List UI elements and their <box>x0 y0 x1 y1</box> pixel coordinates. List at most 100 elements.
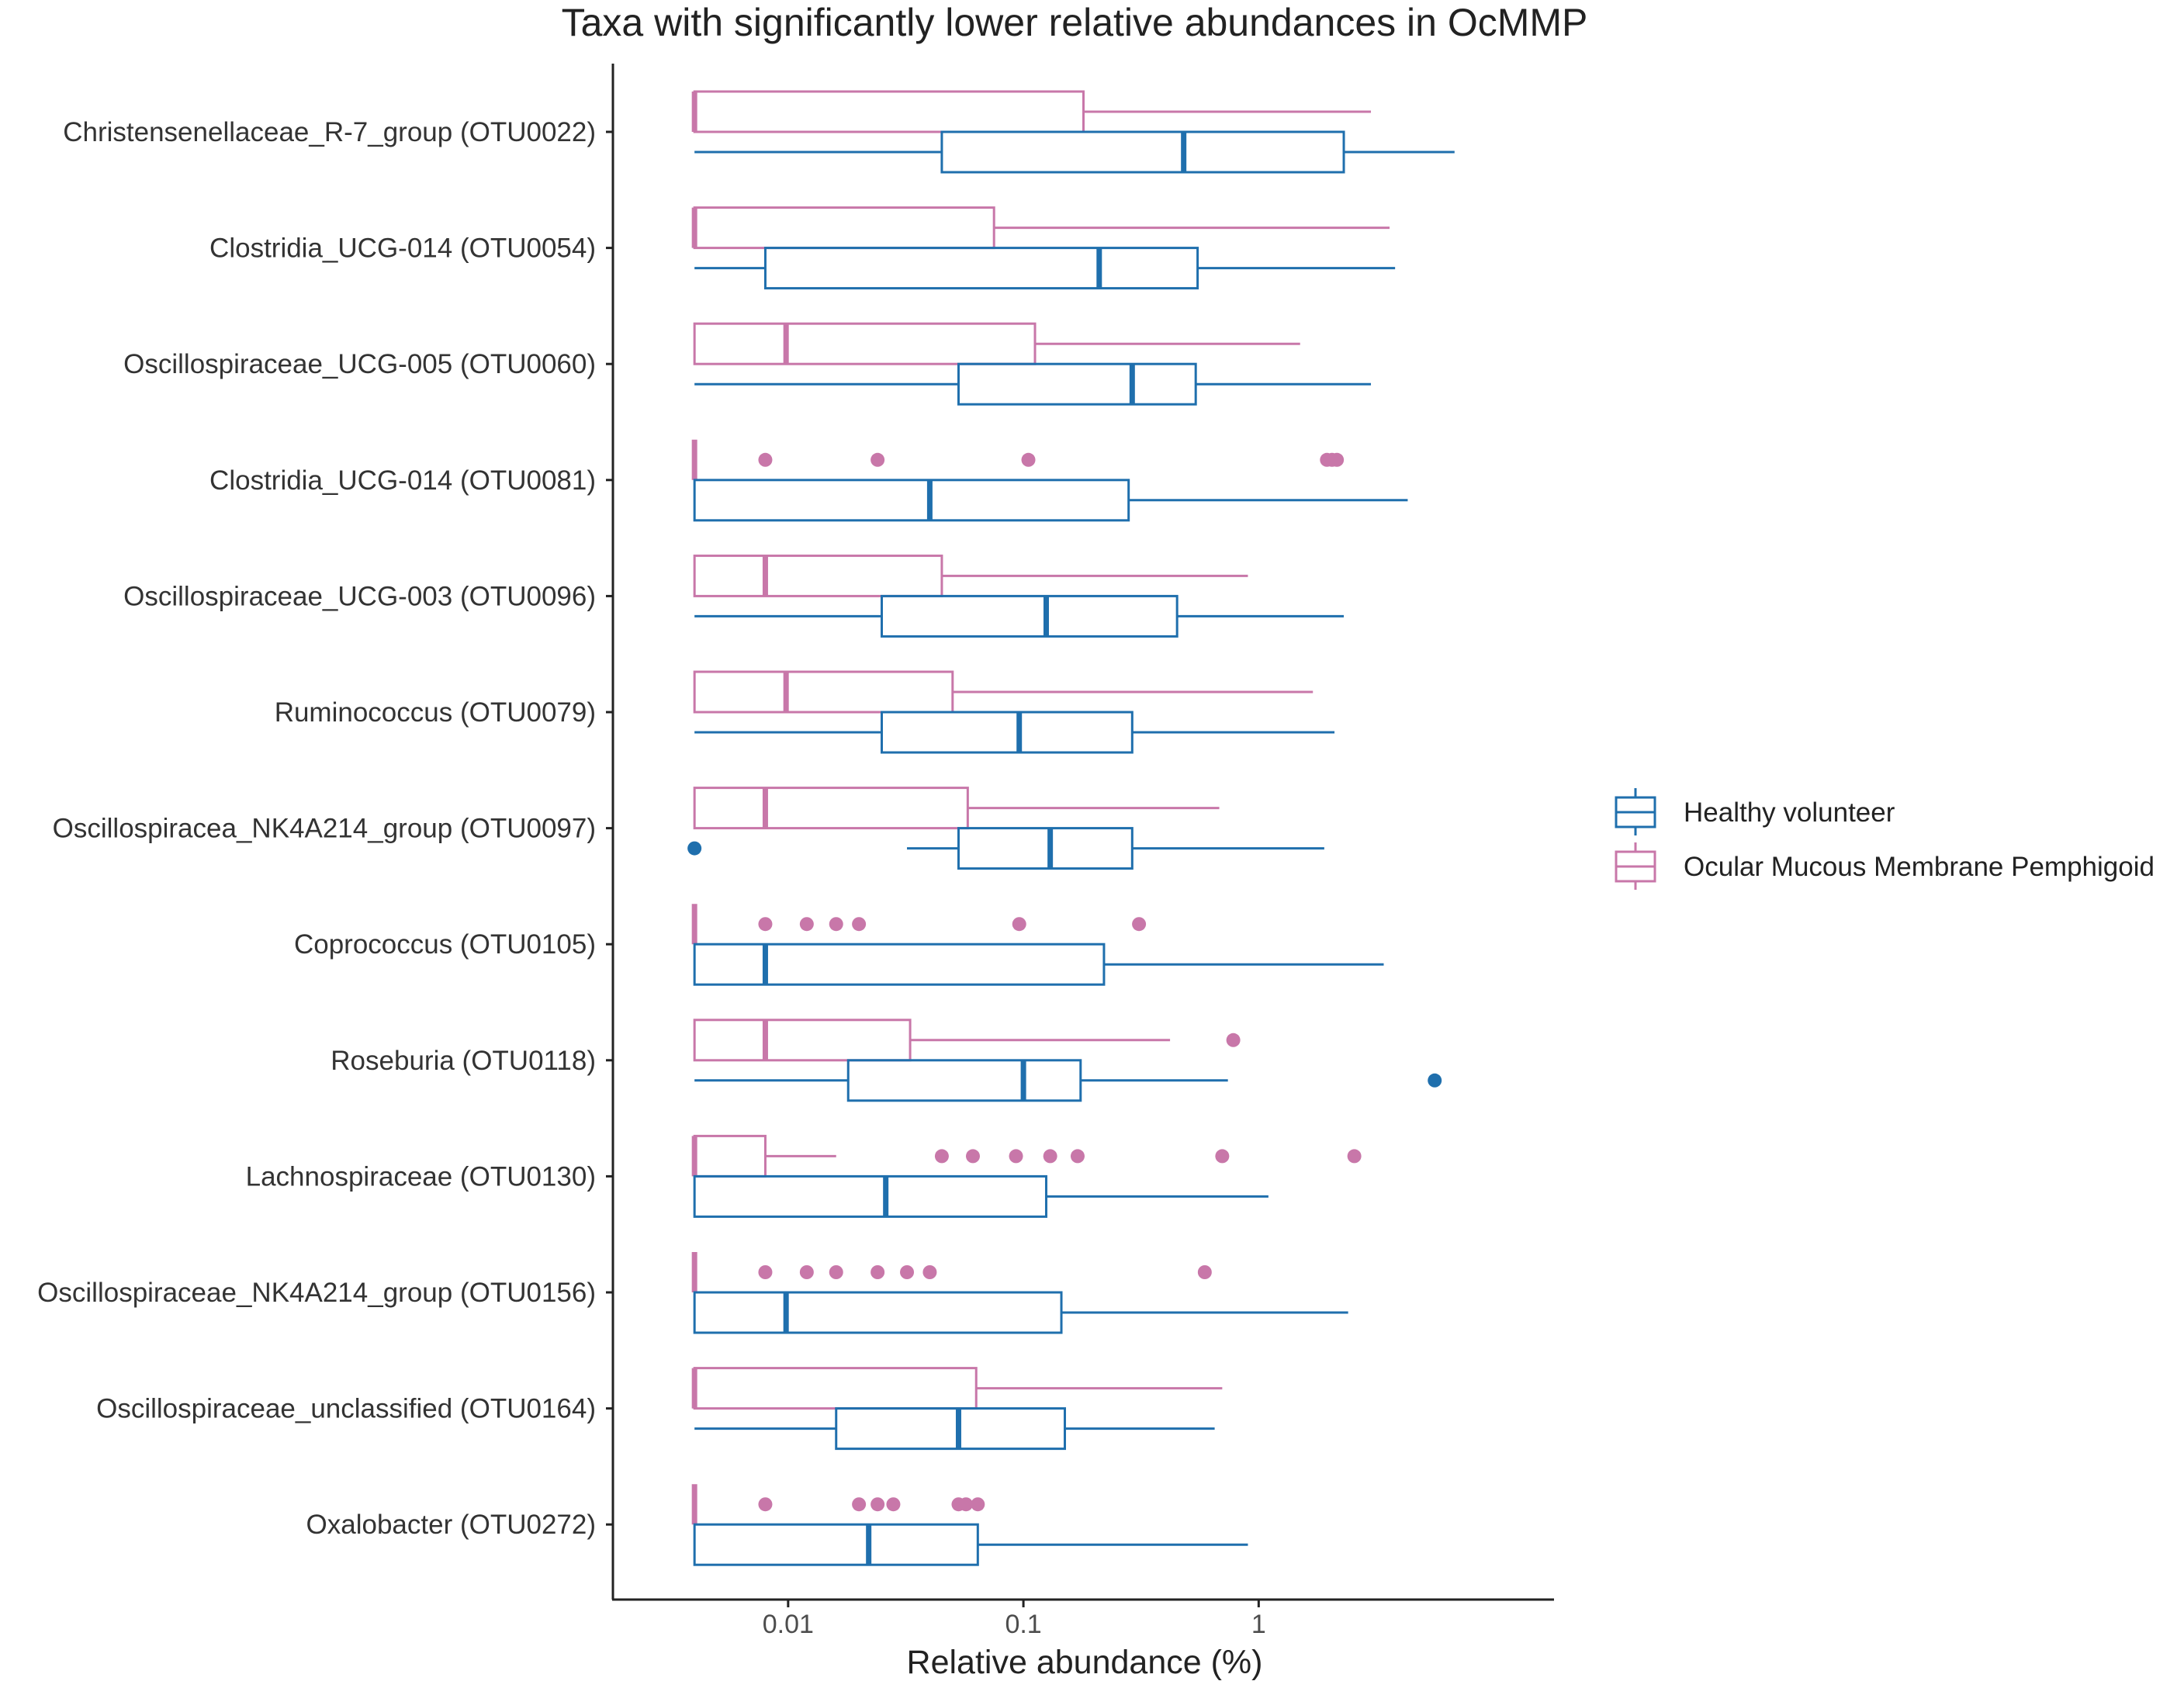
outlier-point <box>829 1265 843 1279</box>
box-om <box>693 670 1314 714</box>
iqr-box <box>957 827 1134 870</box>
legend-label-healthy-volunteer: Healthy volunteer <box>1684 797 1895 828</box>
outlier-point <box>758 1265 773 1279</box>
outlier-point <box>1215 1149 1230 1164</box>
iqr-box <box>693 1019 912 1062</box>
outlier-point <box>1012 917 1026 932</box>
outlier-point <box>870 452 885 467</box>
x-tick-label: 0.01 <box>763 1610 814 1639</box>
box-om <box>691 439 1345 480</box>
iqr-box <box>693 322 1037 365</box>
box-om <box>691 1484 985 1525</box>
outlier-point <box>799 1265 814 1279</box>
box-hv <box>693 1174 1269 1218</box>
outlier-point <box>852 1497 867 1512</box>
category-label: Oscillospiraceae_UCG-003 (OTU0096) <box>123 581 596 611</box>
box-om <box>691 1134 1362 1178</box>
iqr-box <box>835 1407 1066 1451</box>
legend-label-ocular-mucous-membrane-pemphigoid: Ocular Mucous Membrane Pemphigoid <box>1684 852 2155 882</box>
box-hv <box>694 130 1455 174</box>
outlier-point <box>922 1265 937 1279</box>
box-hv <box>694 711 1335 754</box>
iqr-box <box>693 1523 979 1566</box>
outlier-point <box>1428 1073 1442 1088</box>
category-label: Christensenellaceae_R-7_group (OTU0022) <box>63 117 596 147</box>
outlier-point <box>1009 1149 1023 1164</box>
outlier-point <box>758 917 773 932</box>
box-om <box>691 90 1372 133</box>
iqr-box <box>693 670 954 714</box>
outlier-point <box>758 1497 773 1512</box>
plot-area <box>687 90 1455 1566</box>
iqr-box <box>693 1367 978 1410</box>
x-tick-label: 1 <box>1251 1610 1266 1639</box>
box-om <box>693 787 1220 830</box>
outlier-point <box>1347 1149 1362 1164</box>
outlier-point <box>1070 1149 1085 1164</box>
iqr-box <box>693 943 1106 986</box>
box-hv <box>687 827 1324 870</box>
legend-key-ocular-mucous-membrane-pemphigoid <box>1615 842 1656 890</box>
outlier-point <box>959 1497 974 1512</box>
box-hv <box>694 594 1345 638</box>
iqr-box <box>693 1291 1063 1334</box>
outlier-point <box>965 1149 980 1164</box>
category-label: Lachnospiraceae (OTU0130) <box>246 1161 596 1192</box>
category-label: Coprococcus (OTU0105) <box>294 929 596 960</box>
outlier-point <box>870 1265 885 1279</box>
category-label: Oscillospiraceae_NK4A214_group (OTU0156) <box>37 1278 596 1308</box>
outlier-point <box>1330 452 1345 467</box>
x-axis-ticks: 0.01 0.1 1 <box>763 1600 1266 1639</box>
iqr-box <box>693 1134 767 1178</box>
category-label: Oscillospiracea_NK4A214_group (OTU0097) <box>53 814 596 844</box>
box-om <box>691 1252 1212 1292</box>
box-om <box>691 206 1390 250</box>
outlier-point <box>1021 452 1036 467</box>
outlier-point <box>1043 1149 1057 1164</box>
iqr-box <box>846 1059 1082 1102</box>
iqr-box <box>693 554 943 597</box>
box-om <box>693 1019 1241 1062</box>
outlier-point <box>799 917 814 932</box>
outlier-point <box>1132 917 1147 932</box>
iqr-box <box>693 787 969 830</box>
box-hv <box>694 247 1396 290</box>
box-om <box>691 1367 1223 1410</box>
iqr-box <box>763 247 1199 290</box>
box-hv <box>693 943 1384 986</box>
box-hv <box>694 1407 1215 1451</box>
outlier-point <box>934 1149 949 1164</box>
iqr-box <box>881 711 1134 754</box>
box-hv <box>694 1059 1442 1102</box>
category-label: Clostridia_UCG-014 (OTU0054) <box>209 233 596 264</box>
iqr-box <box>693 206 995 250</box>
category-label: Oscillospiraceae_unclassified (OTU0164) <box>96 1394 596 1424</box>
outlier-point <box>900 1265 915 1279</box>
category-label: Roseburia (OTU0118) <box>331 1046 596 1076</box>
iqr-box <box>881 594 1179 638</box>
box-hv <box>693 479 1408 522</box>
outlier-point <box>687 841 702 856</box>
iqr-box <box>940 130 1345 174</box>
chart-title: Taxa with significantly lower relative a… <box>562 1 1588 44</box>
x-axis-label: Relative abundance (%) <box>907 1644 1263 1681</box>
outlier-point <box>1197 1265 1212 1279</box>
box-om <box>691 904 1147 945</box>
category-label: Clostridia_UCG-014 (OTU0081) <box>209 465 596 496</box>
outlier-point <box>886 1497 901 1512</box>
iqr-box <box>693 479 1130 522</box>
legend-key-healthy-volunteer <box>1615 788 1656 835</box>
legend: Healthy volunteer Ocular Mucous Membrane… <box>1615 788 2155 890</box>
outlier-point <box>1226 1033 1241 1047</box>
iqr-box <box>693 1174 1047 1218</box>
box-hv <box>693 1523 1248 1566</box>
outlier-point <box>870 1497 885 1512</box>
box-hv <box>694 362 1372 406</box>
outlier-point <box>852 917 867 932</box>
outlier-point <box>829 917 843 932</box>
category-label: Oscillospiraceae_UCG-005 (OTU0060) <box>123 349 596 379</box>
outlier-point <box>758 452 773 467</box>
x-tick-label: 0.1 <box>1005 1610 1041 1639</box>
iqr-box <box>693 90 1085 133</box>
